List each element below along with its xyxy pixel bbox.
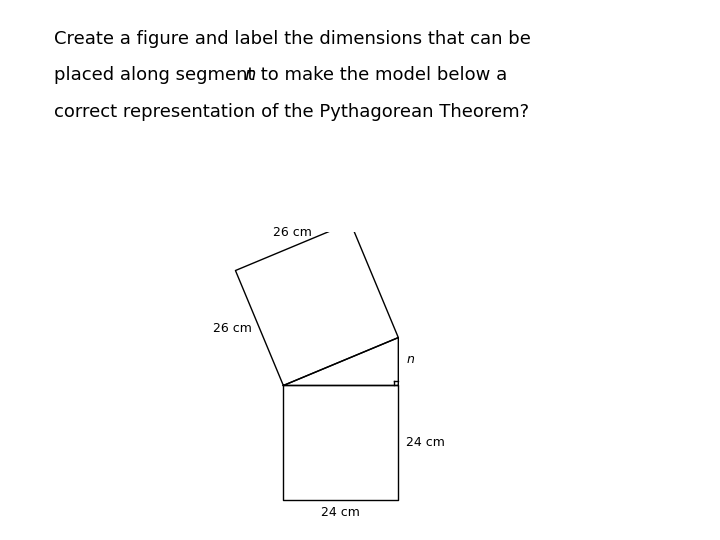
Text: 26 cm: 26 cm (213, 321, 252, 334)
Text: 24 cm: 24 cm (405, 436, 444, 449)
Text: to make the model below a: to make the model below a (255, 66, 507, 84)
Text: 26 cm: 26 cm (274, 226, 312, 239)
Text: placed along segment: placed along segment (54, 66, 260, 84)
Text: Create a figure and label the dimensions that can be: Create a figure and label the dimensions… (54, 30, 531, 48)
Text: correct representation of the Pythagorean Theorem?: correct representation of the Pythagorea… (54, 103, 529, 121)
Text: 24 cm: 24 cm (321, 506, 360, 519)
Text: n: n (244, 66, 256, 84)
Text: $n$: $n$ (405, 353, 415, 366)
